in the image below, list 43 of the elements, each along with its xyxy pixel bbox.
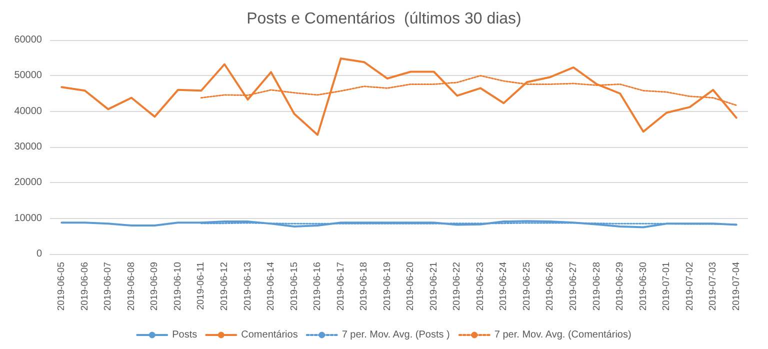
x-tick-label: 2019-06-27 xyxy=(568,262,579,311)
legend-label: 7 per. Mov. Avg. (Posts ) xyxy=(342,330,450,340)
y-tick-label: 50000 xyxy=(14,70,42,82)
x-tick-label: 2019-06-17 xyxy=(335,262,346,311)
legend-label: Posts xyxy=(172,330,198,340)
x-tick-label: 2019-07-04 xyxy=(730,262,742,311)
x-tick-label: 2019-06-18 xyxy=(358,262,370,311)
x-tick-label: 2019-06-28 xyxy=(591,262,602,311)
x-tick-label: 2019-06-19 xyxy=(382,262,393,311)
x-tick-label: 2019-06-05 xyxy=(56,262,68,311)
y-tick-label: 30000 xyxy=(14,142,42,152)
y-tick-label: 40000 xyxy=(14,106,42,117)
legend-label: Comentários xyxy=(241,330,298,340)
x-tick-label: 2019-06-09 xyxy=(149,262,160,311)
x-tick-label: 2019-06-12 xyxy=(219,262,230,311)
x-tick-label: 2019-06-16 xyxy=(312,262,324,311)
x-tick-label: 2019-06-24 xyxy=(498,262,510,311)
x-tick-label: 2019-06-13 xyxy=(242,262,254,311)
y-tick-label: 0 xyxy=(36,248,42,260)
line-series xyxy=(60,58,738,136)
x-tick-label: 2019-06-26 xyxy=(544,262,556,311)
x-tick-label: 2019-06-25 xyxy=(521,262,532,311)
x-tick-label: 2019-06-07 xyxy=(102,262,114,311)
y-tick-label: 20000 xyxy=(14,177,42,188)
legend-label: 7 per. Mov. Avg. (Comentários) xyxy=(494,330,632,340)
y-tick-label: 60000 xyxy=(14,34,42,46)
y-tick-label: 10000 xyxy=(14,212,42,224)
x-tick-label: 2019-06-23 xyxy=(474,262,486,311)
x-tick-label: 2019-06-11 xyxy=(196,262,207,310)
x-tick-label: 2019-06-29 xyxy=(614,262,626,311)
x-tick-label: 2019-06-10 xyxy=(172,262,184,311)
x-tick-label: 2019-06-20 xyxy=(405,262,416,311)
x-tick-label: 2019-06-21 xyxy=(428,262,440,311)
x-tick-label: 2019-06-14 xyxy=(266,262,277,311)
x-tick-label: 2019-06-06 xyxy=(79,262,90,311)
x-tick-label: 2019-07-02 xyxy=(684,262,696,311)
x-tick-label: 2019-07-03 xyxy=(708,262,719,311)
chart-title: Posts e Comentários (últimos 30 dias) xyxy=(246,10,522,28)
x-tick-label: 2019-06-08 xyxy=(126,262,137,311)
x-tick-label: 2019-07-01 xyxy=(661,262,672,311)
x-tick-label: 2019-06-15 xyxy=(288,262,300,311)
x-tick-label: 2019-06-30 xyxy=(638,262,649,311)
x-tick-label: 2019-06-22 xyxy=(452,262,463,311)
